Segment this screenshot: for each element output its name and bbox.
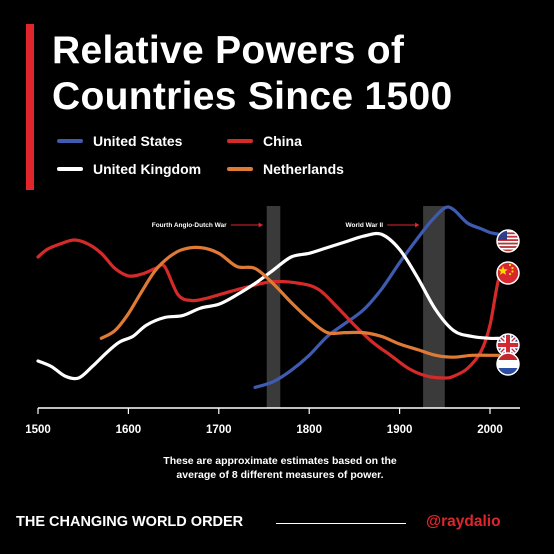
legend-swatch-united-states [57, 139, 83, 143]
period-arrowhead-world-war-ii [415, 222, 420, 228]
x-tick-label-1900: 1900 [387, 424, 413, 436]
x-axis-ticks: 1500 1600 1700 1800 1900 2000 [25, 408, 503, 436]
legend-swatch-united-kingdom [57, 167, 83, 171]
netherlands-flag-icon [496, 352, 520, 376]
us-flag-icon [496, 229, 520, 253]
period-label-world-war-ii: World War II [346, 222, 384, 229]
chart-note: These are approximate estimates based on… [130, 454, 430, 482]
title-line-2: Countries Since 1500 [52, 75, 453, 118]
period-arrowhead-fourth-anglo-dutch-war [258, 222, 263, 228]
chart-note-line-1: These are approximate estimates based on… [163, 455, 397, 467]
period-label-fourth-anglo-dutch-war: Fourth Anglo-Dutch War [152, 222, 227, 229]
legend-item-united-kingdom: United Kingdom [57, 161, 201, 177]
footer-handle: @raydalio [426, 513, 501, 530]
legend-label-united-kingdom: United Kingdom [93, 161, 202, 177]
x-tick-label-2000: 2000 [477, 424, 503, 436]
title-line-1: Relative Powers of [52, 29, 405, 72]
flags [496, 229, 520, 376]
legend-label-netherlands: Netherlands [263, 161, 344, 177]
accent-bar [26, 24, 34, 190]
period-annotations: Fourth Anglo-Dutch War World War II [152, 222, 420, 229]
page-title: Relative Powers of Countries Since 1500 [52, 28, 522, 120]
series-line-netherlands [99, 245, 501, 359]
x-tick-label-1600: 1600 [116, 424, 142, 436]
x-tick-label-1700: 1700 [206, 424, 232, 436]
uk-flag-icon [496, 333, 520, 357]
legend-item-netherlands: Netherlands [227, 161, 344, 177]
x-tick-label-1500: 1500 [25, 424, 51, 436]
series-line-china [36, 238, 510, 380]
legend-label-united-states: United States [93, 133, 183, 149]
series-line-united-states [253, 205, 501, 389]
legend-swatch-netherlands [227, 167, 253, 171]
chart-legend: United States China United Kingdom Nethe… [52, 133, 522, 183]
legend-item-united-states: United States [57, 133, 182, 149]
series-lines [36, 205, 510, 389]
legend-item-china: China [227, 133, 302, 149]
chart-note-line-2: average of 8 different measures of power… [176, 469, 384, 481]
footer-divider [276, 523, 406, 524]
x-tick-label-1800: 1800 [296, 424, 322, 436]
legend-swatch-china [227, 139, 253, 143]
footer-series-title: THE CHANGING WORLD ORDER [16, 514, 244, 530]
legend-label-china: China [263, 133, 302, 149]
shaded-period-fourth-anglo-dutch-war [266, 206, 281, 408]
china-flag-icon [496, 261, 520, 285]
